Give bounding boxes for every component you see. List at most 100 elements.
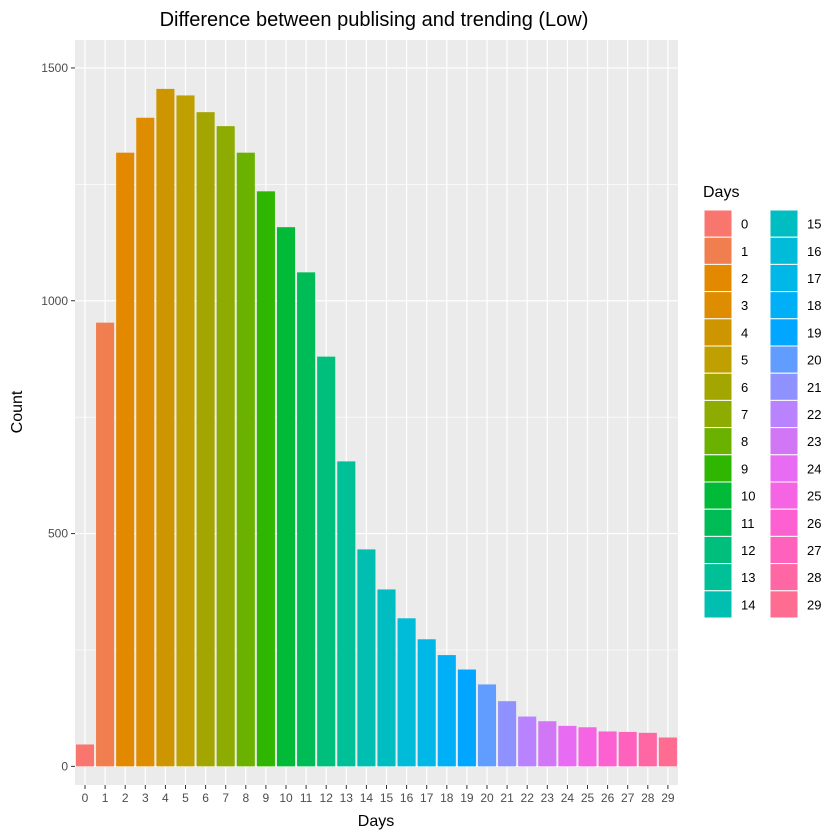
- chart-title: Difference between publising and trendin…: [160, 9, 589, 31]
- bar-12: [317, 356, 336, 767]
- bar-13: [337, 461, 356, 767]
- bar-21: [498, 701, 517, 767]
- y-axis: 0 500 1000 1500: [41, 61, 75, 773]
- legend-label-27: 27: [807, 543, 821, 558]
- bar-20: [477, 684, 497, 767]
- bar-11: [297, 272, 316, 767]
- legend-label-14: 14: [741, 597, 755, 612]
- legend-label-10: 10: [741, 489, 755, 504]
- bars: [75, 88, 677, 767]
- legend-label-23: 23: [807, 434, 821, 449]
- x-tick-label: 18: [440, 791, 454, 805]
- x-tick-label: 10: [279, 791, 293, 805]
- legend-key-24: [769, 454, 799, 483]
- x-tick-label: 16: [400, 791, 414, 805]
- legend-key-3: [703, 291, 733, 320]
- y-tick-label: 0: [61, 759, 68, 773]
- legend-key-23: [769, 427, 799, 456]
- legend-label-1: 1: [741, 244, 748, 259]
- legend-label-22: 22: [807, 407, 821, 422]
- x-tick-label: 21: [500, 791, 514, 805]
- x-tick-label: 14: [360, 791, 374, 805]
- x-tick-label: 20: [480, 791, 494, 805]
- legend-label-19: 19: [807, 325, 821, 340]
- legend-label-18: 18: [807, 298, 821, 313]
- x-tick-label: 2: [122, 791, 129, 805]
- x-tick-label: 4: [162, 791, 169, 805]
- legend-key-22: [769, 399, 799, 429]
- legend-key-16: [769, 236, 799, 265]
- x-tick-label: 27: [621, 791, 635, 805]
- legend-key-13: [703, 563, 733, 592]
- bar-10: [276, 227, 296, 767]
- legend-label-8: 8: [741, 434, 748, 449]
- legend-key-26: [769, 508, 799, 537]
- x-axis: 0 1 2 3 4 5 6 7 8 9 10 11 12 13 14 15 16 17 18 19 20 21 22 23 24…: [82, 785, 675, 805]
- legend-title: Days: [703, 184, 739, 201]
- legend-label-24: 24: [807, 461, 821, 476]
- legend-label-21: 21: [807, 380, 821, 395]
- legend-key-12: [703, 535, 733, 565]
- legend-key-21: [769, 372, 799, 401]
- legend-label-0: 0: [741, 217, 748, 232]
- bar-19: [457, 669, 476, 767]
- bar-18: [437, 655, 456, 767]
- x-tick-label: 3: [142, 791, 149, 805]
- legend-key-4: [703, 318, 733, 347]
- x-tick-label: 8: [242, 791, 249, 805]
- bar-7: [216, 126, 235, 767]
- bar-6: [196, 112, 215, 767]
- x-tick-label: 19: [460, 791, 474, 805]
- bar-4: [156, 88, 175, 767]
- bar-22: [518, 716, 537, 767]
- y-axis-title: Count: [9, 390, 26, 433]
- x-tick-label: 5: [182, 791, 189, 805]
- legend-key-18: [769, 291, 799, 320]
- bar-5: [176, 95, 195, 767]
- bar-25: [578, 727, 597, 767]
- legend-key-0: [703, 209, 733, 238]
- bar-16: [397, 618, 416, 767]
- bar-9: [256, 191, 275, 767]
- x-tick-label: 29: [661, 791, 675, 805]
- y-tick-label: 500: [48, 527, 68, 541]
- bar-3: [136, 117, 155, 767]
- x-tick-label: 9: [263, 791, 270, 805]
- legend-label-5: 5: [741, 353, 748, 368]
- bar-15: [377, 589, 396, 767]
- legend-key-9: [703, 454, 733, 483]
- legend-key-14: [703, 590, 733, 619]
- x-tick-label: 7: [222, 791, 229, 805]
- bar-27: [618, 731, 637, 767]
- legend-key-5: [703, 345, 733, 374]
- x-tick-label: 26: [601, 791, 615, 805]
- legend-label-12: 12: [741, 543, 755, 558]
- bar-26: [598, 731, 617, 767]
- bar-23: [538, 721, 557, 767]
- legend-key-20: [769, 345, 799, 374]
- bar-14: [357, 549, 376, 767]
- bar-2: [116, 152, 135, 767]
- x-tick-label: 25: [581, 791, 595, 805]
- legend-label-20: 20: [807, 353, 821, 368]
- legend-key-19: [769, 318, 799, 347]
- x-tick-label: 17: [420, 791, 434, 805]
- legend-key-25: [769, 481, 799, 510]
- legend-key-1: [703, 236, 733, 265]
- legend-label-7: 7: [741, 407, 748, 422]
- legend-key-28: [769, 563, 799, 592]
- x-tick-label: 15: [380, 791, 394, 805]
- legend: Days 01234567891011121314151617181920212…: [703, 184, 821, 619]
- x-tick-label: 22: [521, 791, 535, 805]
- bar-17: [417, 639, 436, 767]
- legend-key-27: [769, 535, 799, 565]
- bar-1: [96, 322, 115, 767]
- x-tick-label: 28: [641, 791, 655, 805]
- plot-panel: [75, 40, 678, 785]
- legend-key-10: [703, 481, 733, 510]
- legend-label-11: 11: [741, 516, 755, 531]
- legend-key-15: [769, 209, 799, 238]
- legend-label-25: 25: [807, 489, 821, 504]
- legend-label-29: 29: [807, 597, 821, 612]
